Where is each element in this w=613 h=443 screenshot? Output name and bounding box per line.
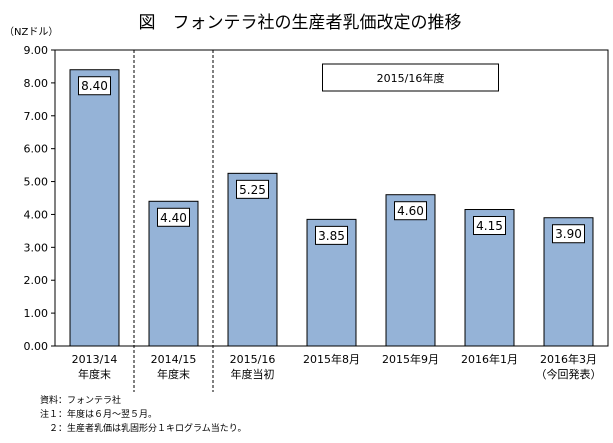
data-label: 3.90: [555, 227, 582, 241]
data-label-box: [78, 76, 111, 96]
data-label: 8.40: [81, 79, 108, 93]
x-tick-label: 年度末: [78, 367, 111, 381]
y-tick-label: 5.00: [24, 176, 49, 189]
source-note: 資料：フォンテラ社: [40, 396, 122, 406]
y-axis-label: （NZドル）: [4, 26, 58, 38]
x-tick-label: 年度当初: [231, 367, 275, 381]
y-tick-label: 2.00: [24, 274, 49, 287]
data-label-box: [157, 207, 190, 227]
data-label-box: [473, 216, 506, 236]
data-label: 4.40: [160, 211, 187, 225]
data-label-box: [315, 225, 348, 245]
y-tick-label: 7.00: [24, 110, 49, 123]
chart-title: 図 フォンテラ社の生産者乳価改定の推移: [139, 13, 462, 33]
y-tick-label: 9.00: [24, 44, 49, 57]
x-tick-label: 2016年1月: [461, 352, 518, 366]
bar: [227, 172, 278, 347]
data-label: 4.15: [476, 219, 503, 233]
footnote-1: 注１：年度は６月～翌５月。: [40, 410, 158, 420]
bar: [69, 69, 120, 347]
x-tick-label: 2013/14: [72, 353, 118, 366]
footnote-2: ２：生産者乳価は乳固形分１キログラム当たり。: [40, 424, 247, 434]
y-tick-label: 3.00: [24, 241, 49, 254]
x-tick-label: 2016年3月: [540, 352, 597, 366]
x-tick-label: 2015/16: [230, 353, 276, 366]
y-tick-label: 0.00: [24, 340, 49, 353]
x-tick-label: （今回発表）: [536, 367, 602, 381]
y-tick-label: 8.00: [24, 77, 49, 90]
x-tick-label: 年度末: [157, 367, 190, 381]
data-label-box: [394, 201, 427, 221]
x-tick-label: 2015年8月: [303, 352, 360, 366]
annotation-group: 2015/16年度: [322, 63, 499, 92]
data-label: 3.85: [318, 229, 345, 243]
data-label-box: [552, 224, 585, 244]
data-label-box: [236, 179, 269, 199]
y-tick-label: 4.00: [24, 208, 49, 221]
y-tick-label: 6.00: [24, 143, 49, 156]
data-label: 5.25: [239, 183, 266, 197]
annotation-box: [322, 63, 499, 92]
annotation-text: 2015/16年度: [377, 71, 445, 85]
data-label: 4.60: [397, 204, 424, 218]
y-tick-label: 1.00: [24, 307, 49, 320]
x-tick-label: 2014/15: [151, 353, 197, 366]
x-tick-label: 2015年9月: [382, 352, 439, 366]
